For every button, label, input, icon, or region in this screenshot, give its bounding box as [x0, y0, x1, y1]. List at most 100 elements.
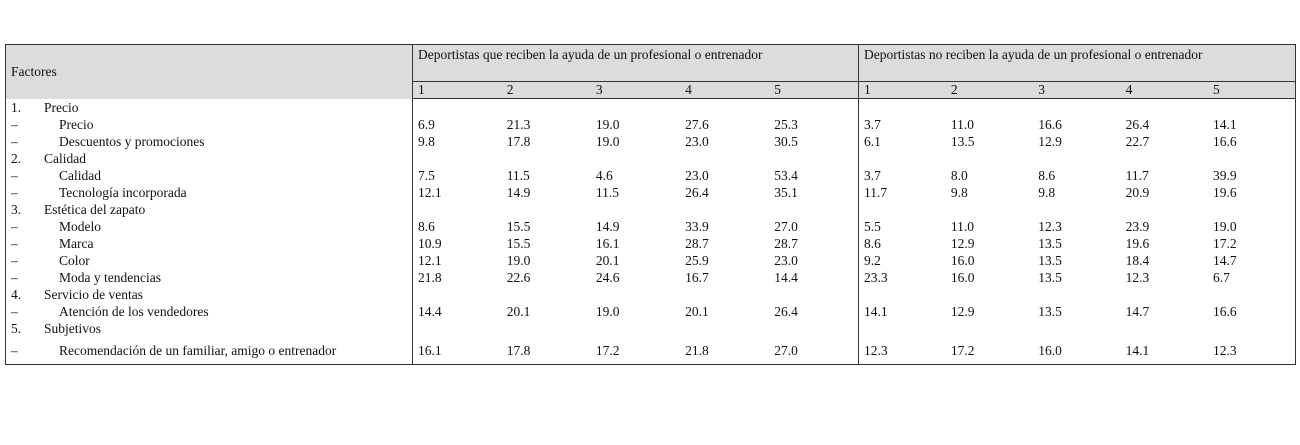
value-cell — [1208, 320, 1295, 337]
row-label: Moda y tendencias — [59, 270, 161, 285]
value-cell — [411, 320, 502, 337]
value-cell: 17.8 — [506, 343, 531, 358]
subcolumn-header: 1 — [411, 81, 502, 99]
value-cell: 23.0 — [685, 168, 709, 183]
value-cell — [680, 201, 769, 218]
value-cell: 17.2 — [1213, 236, 1237, 251]
value-cell: 17.2 — [950, 343, 975, 358]
value-cell: 26.4 — [774, 304, 798, 319]
value-cell — [857, 201, 946, 218]
value-cell — [1121, 286, 1208, 303]
factor-cell: – Tecnología incorporada — [6, 184, 413, 201]
value-cell: 53.4 — [774, 168, 798, 183]
factor-cell: – Modelo — [6, 218, 413, 235]
value-cell: 20.1 — [595, 253, 620, 268]
factor-cell: 5. Subjetivos — [6, 320, 413, 337]
row-marker: 1. — [11, 99, 22, 115]
row-marker: – — [11, 134, 18, 149]
value-cell: 12.9 — [1038, 134, 1062, 149]
value-cell: 16.1 — [595, 236, 620, 251]
value-cell: 3.7 — [857, 116, 946, 133]
value-cell: 21.8 — [411, 269, 502, 286]
value-cell — [1208, 201, 1295, 218]
value-cell: 16.6 — [1213, 134, 1237, 149]
factor-header: Factores — [5, 44, 413, 99]
row-label: Modelo — [59, 219, 101, 234]
value-cell: 11.0 — [950, 117, 974, 132]
value-cell: 19.0 — [595, 117, 620, 132]
row-label: Recomendación de un familiar, amigo o en… — [59, 343, 337, 358]
value-cell: 20.9 — [1125, 185, 1150, 200]
value-cell: 26.4 — [685, 185, 709, 200]
value-cell — [411, 150, 502, 167]
factor-cell: – Descuentos y promociones — [6, 133, 413, 150]
value-cell — [1208, 286, 1295, 303]
factor-cell: 3. Estética del zapato — [6, 201, 413, 218]
value-cell — [411, 201, 502, 218]
value-cell — [1121, 320, 1208, 337]
value-cell: 19.0 — [506, 253, 531, 268]
value-cell: 12.9 — [950, 236, 975, 251]
value-cell — [591, 150, 680, 167]
value-cell — [769, 286, 858, 303]
table-row: – Precio 6.9 21.3 19.0 27.6 25.3 3.7 11.0 16.6 26.… — [6, 116, 1296, 133]
value-cell: 9.8 — [1038, 185, 1056, 200]
value-cell — [502, 201, 591, 218]
row-marker: – — [11, 117, 18, 132]
value-cell: 6.9 — [411, 116, 502, 133]
value-cell: 14.1 — [1125, 343, 1150, 358]
table-row: 4. Servicio de ventas — [6, 286, 1296, 303]
value-cell: 25.3 — [774, 117, 798, 132]
value-cell: 16.6 — [1213, 304, 1237, 319]
value-cell: 12.3 — [1038, 219, 1062, 234]
value-cell: 27.6 — [685, 117, 709, 132]
value-cell: 5.5 — [857, 218, 946, 235]
row-label: Calidad — [44, 151, 86, 166]
subcolumn-header: 2 — [501, 81, 591, 99]
value-cell — [946, 150, 1033, 167]
value-cell: 19.0 — [595, 304, 620, 319]
value-cell — [946, 201, 1033, 218]
value-cell: 27.0 — [774, 343, 798, 358]
value-cell: 13.5 — [1038, 270, 1062, 285]
value-cell: 14.1 — [857, 303, 946, 320]
row-label: Precio — [44, 99, 79, 115]
value-cell: 17.2 — [595, 343, 620, 358]
value-cell: 22.6 — [506, 270, 531, 285]
row-marker: – — [11, 270, 18, 285]
row-marker: – — [11, 168, 18, 183]
value-cell: 25.9 — [685, 253, 709, 268]
value-cell — [1208, 150, 1295, 167]
table-row: – Tecnología incorporada 12.1 14.9 11.5 26.4 3… — [6, 184, 1296, 201]
value-cell: 6.7 — [1213, 270, 1230, 285]
value-cell: 18.4 — [1125, 253, 1150, 268]
table-row: – Marca 10.9 15.5 16.1 28.7 28.7 8.6 12.9 13.5 19.… — [6, 235, 1296, 252]
value-cell: 16.7 — [685, 270, 709, 285]
value-cell — [1033, 150, 1120, 167]
value-cell: 19.6 — [1213, 185, 1237, 200]
value-cell: 8.6 — [857, 235, 946, 252]
value-cell: 16.0 — [950, 270, 975, 285]
value-cell: 20.1 — [506, 304, 531, 319]
value-cell: 14.7 — [1213, 253, 1237, 268]
value-cell — [857, 150, 946, 167]
table-row: – Color 12.1 19.0 20.1 25.9 23.0 9.2 16.0 13.5 18.… — [6, 252, 1296, 269]
factor-cell: 1. Precio — [6, 99, 413, 117]
value-cell: 28.7 — [774, 236, 798, 251]
value-cell: 39.9 — [1213, 168, 1237, 183]
factor-cell: – Marca — [6, 235, 413, 252]
value-cell: 26.4 — [1125, 117, 1150, 132]
row-marker: – — [11, 343, 18, 358]
value-cell — [1033, 201, 1120, 218]
row-marker: – — [11, 185, 18, 200]
value-cell — [680, 286, 769, 303]
value-cell: 11.7 — [857, 184, 946, 201]
value-cell: 14.7 — [1125, 304, 1150, 319]
table-row: – Modelo 8.6 15.5 14.9 33.9 27.0 5.5 11.0 12.3 23.… — [6, 218, 1296, 235]
factor-cell: – Atención de los vendedores — [6, 303, 413, 320]
value-cell — [857, 98, 946, 116]
value-cell: 3.7 — [857, 167, 946, 184]
value-cell: 19.0 — [1213, 219, 1237, 234]
value-cell — [411, 98, 502, 116]
value-cell: 22.7 — [1125, 134, 1150, 149]
